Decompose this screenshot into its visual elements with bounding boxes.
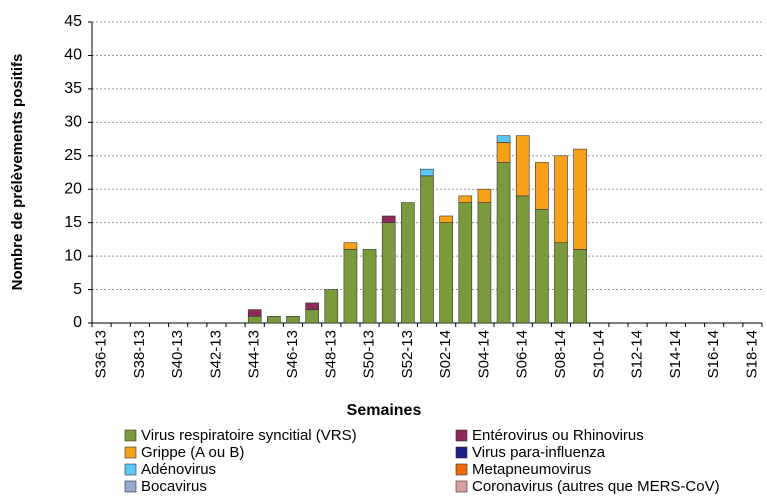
legend-swatch	[124, 429, 137, 442]
y-tick-label: 40	[64, 47, 82, 64]
x-tick-label: S18-14	[743, 330, 760, 378]
x-tick-label: S50-13	[361, 330, 378, 378]
legend-label: Grippe (A ou B)	[141, 444, 244, 461]
bar-segment	[496, 142, 511, 163]
legend-swatch	[124, 480, 137, 493]
legend-label: Metapneumovirus	[472, 461, 591, 478]
bar-segment	[477, 188, 492, 203]
legend-label: Adénovirus	[141, 461, 216, 478]
y-tick-label: 25	[64, 147, 82, 164]
bar-segment	[305, 309, 319, 324]
bar-segment	[381, 215, 396, 223]
bar-segment	[515, 135, 530, 197]
bar-segment	[554, 242, 568, 324]
legend-swatch	[124, 446, 137, 459]
x-tick-label: S48-13	[322, 330, 339, 378]
bar-segment	[535, 208, 549, 324]
x-tick-label: S16-14	[705, 330, 722, 378]
x-tick-label: S06-14	[514, 330, 531, 378]
legend-swatch	[124, 463, 137, 476]
bar-segment	[535, 162, 549, 210]
legend-label: Entérovirus ou Rhinovirus	[472, 427, 644, 444]
bar-segment	[458, 202, 473, 324]
x-tick-label: S52-13	[399, 330, 416, 378]
legend-swatch	[455, 446, 468, 459]
bar-segment	[439, 222, 453, 324]
bar-segment	[362, 249, 377, 324]
legend-label: Bocavirus	[141, 478, 207, 495]
bar-segment	[324, 289, 339, 324]
y-tick-label: 20	[64, 180, 82, 197]
bar-segment	[477, 202, 492, 324]
legend-label: Coronavirus (autres que MERS-CoV)	[472, 478, 720, 495]
bar-segment	[573, 148, 587, 250]
legend-label: Virus respiratoire syncitial (VRS)	[141, 427, 357, 444]
bar-segment	[496, 162, 511, 324]
y-tick-label: 0	[73, 314, 82, 331]
bar-segment	[515, 195, 530, 324]
bar-segment	[573, 249, 587, 324]
x-tick-label: S46-13	[284, 330, 301, 378]
x-tick-label: S12-14	[629, 330, 646, 378]
y-axis-title: Nombre de prélèvements positifs	[9, 54, 26, 291]
legend-swatch	[455, 463, 468, 476]
x-tick-label: S42-13	[207, 330, 224, 378]
x-tick-label: S36-13	[93, 330, 110, 378]
bar-segment	[554, 155, 568, 244]
bar-segment	[247, 309, 262, 317]
legend-swatch	[455, 429, 468, 442]
bar-segment	[381, 222, 396, 324]
y-tick-label: 45	[64, 13, 82, 30]
x-tick-label: S10-14	[590, 330, 607, 378]
bar-segment	[343, 249, 358, 324]
x-tick-label: S14-14	[667, 330, 684, 378]
bar-segment	[401, 202, 415, 324]
legend-swatch	[455, 480, 468, 493]
bar-segment	[343, 242, 358, 250]
bar-segment	[458, 195, 473, 203]
bar-segment	[267, 316, 281, 324]
x-tick-label: S02-14	[437, 330, 454, 378]
x-tick-label: S04-14	[475, 330, 492, 378]
bar-segment	[439, 215, 453, 223]
y-tick-label: 30	[64, 114, 82, 131]
x-axis-title: Semaines	[347, 402, 422, 419]
x-tick-label: S08-14	[552, 330, 569, 378]
bar-segment	[247, 316, 262, 324]
y-tick-label: 5	[73, 281, 82, 298]
y-tick-label: 35	[64, 80, 82, 97]
x-tick-label: S38-13	[131, 330, 148, 378]
bar-segment	[286, 316, 300, 324]
y-tick-label: 10	[64, 247, 82, 264]
x-tick-label: S44-13	[246, 330, 263, 378]
bar-segment	[420, 175, 434, 324]
x-tick-label: S40-13	[169, 330, 186, 378]
bar-segment	[420, 168, 434, 177]
bar-segment	[496, 135, 511, 143]
y-tick-label: 15	[64, 214, 82, 231]
bar-segment	[305, 302, 319, 310]
legend-label: Virus para-influenza	[472, 444, 606, 461]
